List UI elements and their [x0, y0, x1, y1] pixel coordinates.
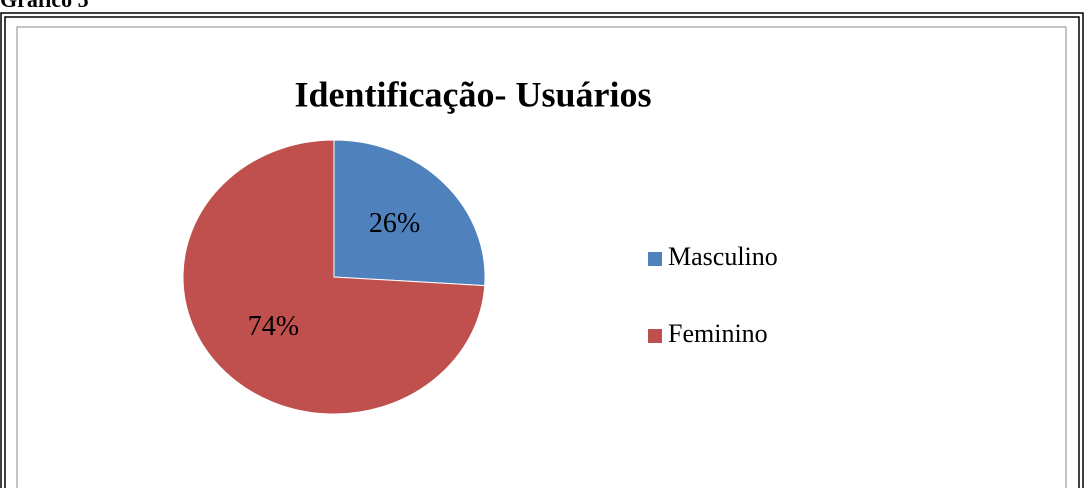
legend-label: Feminino — [668, 319, 768, 348]
legend-swatch — [648, 252, 662, 266]
legend-label: Masculino — [668, 242, 778, 271]
pie-slice — [333, 139, 486, 287]
legend-swatch — [648, 329, 662, 343]
data-label: 74% — [248, 311, 299, 342]
data-label: 26% — [369, 208, 420, 239]
pie-slice — [182, 139, 486, 415]
chart-title: Identificação- Usuários — [295, 74, 652, 114]
outer-frame — [0, 12, 1084, 488]
caption: Gráfico 5 — [0, 0, 89, 12]
inner-frame — [4, 16, 1080, 488]
